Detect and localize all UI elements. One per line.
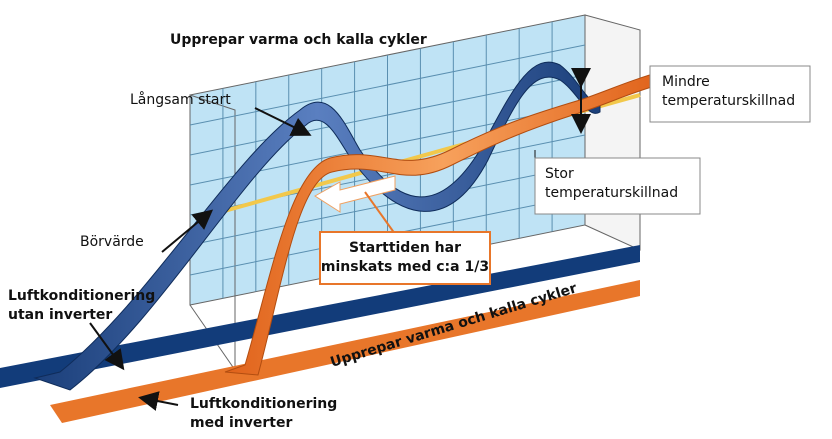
label-line: Mindre [662, 74, 710, 90]
label-line: minskats med c:a 1/3 [321, 259, 489, 275]
slow-start-label: Långsam start [130, 91, 231, 108]
diagram: Upprepar varma och kalla cykler Långsam … [0, 0, 832, 439]
label-line: utan inverter [8, 307, 112, 323]
label-line: Starttiden har [349, 240, 461, 256]
label-line: Stor [545, 166, 574, 182]
title: Upprepar varma och kalla cykler [170, 32, 427, 48]
label-line: med inverter [190, 415, 292, 431]
label-line: Luftkonditionering [8, 288, 155, 304]
label-line: temperaturskillnad [545, 185, 678, 201]
setpoint-label: Börvärde [80, 234, 144, 250]
side-panel [585, 15, 640, 250]
label-line: temperaturskillnad [662, 93, 795, 109]
label-line: Luftkonditionering [190, 396, 337, 412]
